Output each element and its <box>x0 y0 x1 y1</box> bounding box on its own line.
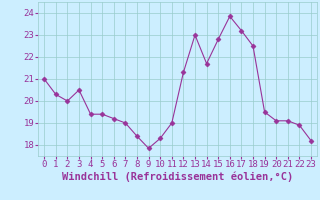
X-axis label: Windchill (Refroidissement éolien,°C): Windchill (Refroidissement éolien,°C) <box>62 172 293 182</box>
